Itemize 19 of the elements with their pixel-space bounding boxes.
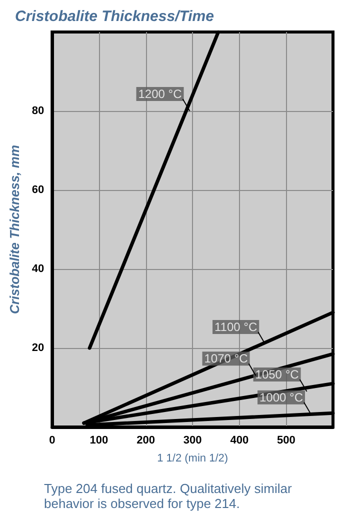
x-tick-label: 200 bbox=[136, 434, 155, 446]
annotation: 1070 °C bbox=[204, 352, 248, 366]
x-tick-label: 100 bbox=[90, 434, 108, 446]
x-tick-label: 300 bbox=[183, 434, 202, 446]
x-axis-title: 1 1/2 (min 1/2) bbox=[157, 452, 228, 464]
y-axis-title: Cristobalite Thickness, mm bbox=[7, 144, 22, 314]
y-tick-label: 60 bbox=[32, 184, 44, 196]
x-tick-label: 500 bbox=[277, 434, 296, 446]
y-tick-label: 40 bbox=[32, 263, 44, 275]
chart-title: Cristobalite Thickness/Time bbox=[15, 8, 214, 25]
text: Type 204 fused quartz. Qualitatively similar behavior is observed for type 214. bbox=[44, 481, 296, 511]
annotation: 1100 °C bbox=[214, 320, 258, 334]
annotation: 1000 °C bbox=[260, 390, 304, 404]
x-tick-label: 400 bbox=[230, 434, 249, 446]
annotation: 1200 °C bbox=[138, 87, 182, 101]
annotation: 1050 °C bbox=[255, 367, 300, 382]
x-tick-label: 0 bbox=[49, 434, 56, 446]
y-tick-label: 80 bbox=[32, 105, 44, 117]
y-tick-label: 20 bbox=[32, 342, 44, 354]
